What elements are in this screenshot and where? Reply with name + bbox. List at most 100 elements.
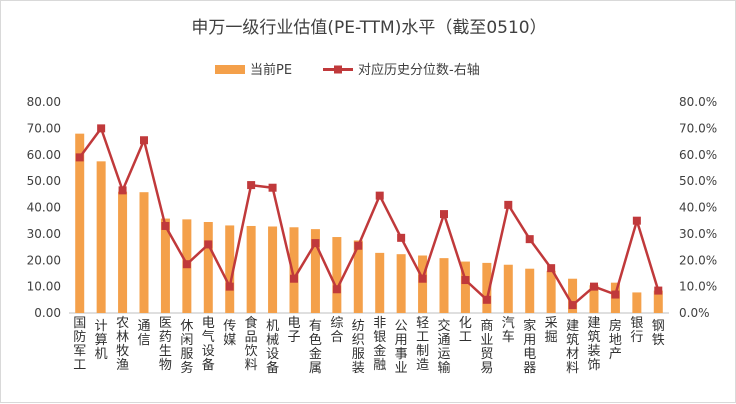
category-label-char: 工 <box>459 330 472 345</box>
bar <box>75 133 85 313</box>
y-left-tick-label: 40.00 <box>27 201 61 215</box>
category-label-char: 服 <box>352 347 365 362</box>
legend-swatch-bar <box>215 65 245 74</box>
line-marker <box>140 136 148 145</box>
category-label-char: 子 <box>287 330 300 345</box>
category-label-char: 材 <box>566 347 579 362</box>
y-right-tick-label: 60.0% <box>679 148 717 162</box>
category-label-char: 采 <box>545 316 558 331</box>
line-marker <box>118 186 127 195</box>
category-label-char: 休 <box>180 319 193 334</box>
category-label-char: 设 <box>202 344 215 359</box>
category-label-char: 器 <box>523 361 536 376</box>
bar <box>310 229 320 313</box>
category-label-char: 轻 <box>416 316 429 331</box>
category-label-char: 有 <box>309 319 322 334</box>
legend-label-line: 对应历史分位数-右轴 <box>358 62 480 78</box>
category-label-char: 医 <box>159 316 172 331</box>
line-marker <box>182 260 191 269</box>
category-label-char: 掘 <box>545 330 558 345</box>
legend-label-bar: 当前PE <box>250 62 292 78</box>
category-label-char: 工 <box>73 358 86 373</box>
category-label-char: 信 <box>137 333 150 348</box>
category-label-char: 算 <box>95 333 108 348</box>
category-label-char: 渔 <box>116 358 129 373</box>
category-label-char: 建 <box>587 316 600 331</box>
category-label-char: 电 <box>202 316 215 331</box>
line-marker <box>247 181 256 190</box>
line-marker <box>482 295 491 304</box>
category-label-char: 品 <box>245 330 258 345</box>
y-left-tick-label: 70.00 <box>27 121 61 135</box>
category-label-char: 生 <box>159 344 172 359</box>
line-marker <box>311 239 320 248</box>
y-left-tick-label: 30.00 <box>27 227 61 241</box>
bar <box>632 292 642 313</box>
bar <box>418 255 428 313</box>
y-left-tick-label: 10.00 <box>27 280 61 294</box>
line-marker <box>75 153 84 162</box>
bar <box>225 225 235 313</box>
y-right-tick-label: 80.0% <box>679 95 717 109</box>
y-right-tick-label: 70.0% <box>679 121 717 135</box>
category-label-char: 金 <box>309 346 322 362</box>
y-left-tick-label: 60.00 <box>27 148 61 162</box>
category-label-char: 业 <box>480 333 493 348</box>
line-marker <box>504 200 513 209</box>
category-label-char: 械 <box>266 333 279 348</box>
category-label-char: 输 <box>437 360 450 376</box>
category-label-char: 属 <box>309 361 322 376</box>
category-label-char: 料 <box>566 361 579 376</box>
bar <box>289 227 299 313</box>
category-labels: 国防军工计算机农林牧渔通信医药生物休闲服务电气设备传媒食品饮料机械设备电子有色金… <box>73 315 665 376</box>
category-label-group: 采掘 <box>545 316 558 345</box>
category-label-char: 合 <box>330 330 343 345</box>
category-label-group: 银行 <box>630 316 643 345</box>
y-left-tick-label: 20.00 <box>27 253 61 267</box>
line-marker <box>375 191 384 200</box>
category-label-char: 服 <box>180 347 193 362</box>
bar <box>203 222 213 313</box>
y-right-tick-label: 40.0% <box>679 201 717 215</box>
category-label-char: 食 <box>245 315 258 331</box>
category-label-char: 牧 <box>116 344 129 359</box>
category-label-char: 通 <box>137 319 150 334</box>
y-left-tick-label: 80.00 <box>27 95 61 109</box>
bar <box>375 252 385 313</box>
category-label-char: 机 <box>266 319 279 334</box>
bar <box>546 270 556 313</box>
y-left-tick-label: 50.00 <box>27 174 61 188</box>
bar <box>460 261 470 313</box>
category-label-char: 筑 <box>587 329 600 345</box>
line-marker <box>654 286 663 295</box>
category-label-char: 易 <box>480 361 493 376</box>
category-label-char: 筑 <box>566 332 579 348</box>
line-marker <box>611 290 620 299</box>
category-label-char: 饮 <box>245 344 258 359</box>
y-right-tick-label: 0.0% <box>679 306 710 320</box>
bar <box>246 225 256 313</box>
line-marker <box>204 240 213 249</box>
bar <box>139 192 149 313</box>
y-right-tick-label: 30.0% <box>679 227 717 241</box>
category-label-char: 事 <box>395 347 408 362</box>
line-marker <box>97 124 106 133</box>
category-label-char: 农 <box>116 316 129 331</box>
bar <box>568 278 578 313</box>
y-right-tick-label: 10.0% <box>679 280 717 294</box>
axes: 0.00 10.00 20.00 30.00 40.00 50.00 60.00 70.00 8… <box>27 95 717 320</box>
category-label-char: 融 <box>373 358 386 373</box>
category-label-group: 钢铁 <box>652 319 665 348</box>
line-marker <box>332 285 341 294</box>
bar <box>160 218 170 313</box>
line-marker <box>590 282 598 291</box>
